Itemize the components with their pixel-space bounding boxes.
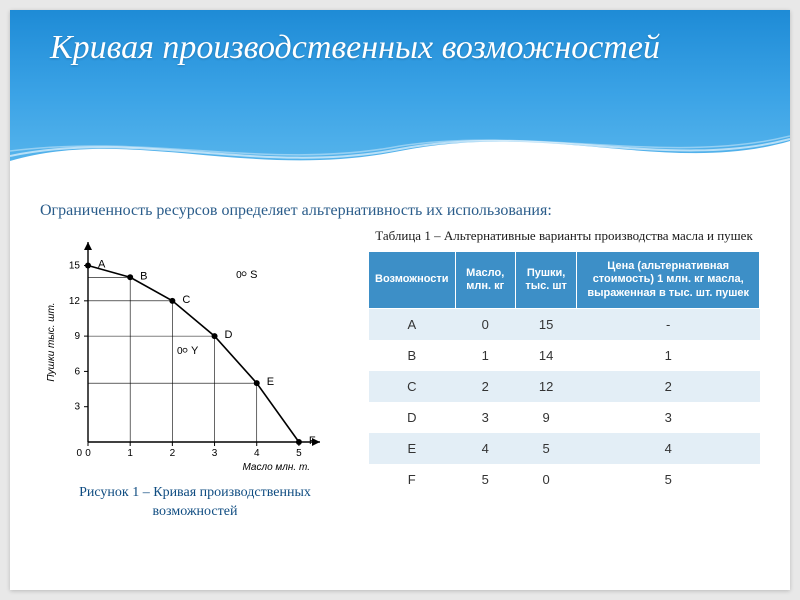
table-cell: 0 — [455, 308, 515, 340]
table-head: ВозможностиМасло, млн. кгПушки, тыс. штЦ… — [369, 252, 760, 309]
svg-text:C: C — [182, 294, 190, 306]
table-cell: 5 — [577, 464, 760, 495]
table-cell: 5 — [455, 464, 515, 495]
table-cell: 1 — [577, 340, 760, 371]
table-cell: 4 — [455, 433, 515, 464]
table-column: Таблица 1 – Альтернативные варианты прои… — [368, 228, 760, 494]
table-cell: A — [369, 308, 456, 340]
table-cell: 9 — [515, 402, 576, 433]
svg-text:6: 6 — [74, 367, 80, 378]
svg-text:12: 12 — [69, 296, 81, 307]
table-caption: Таблица 1 – Альтернативные варианты прои… — [368, 228, 760, 245]
svg-text:0: 0 — [236, 270, 242, 281]
svg-text:B: B — [140, 271, 147, 283]
table-header-cell: Цена (альтернативная стоимость) 1 млн. к… — [577, 252, 760, 309]
svg-text:5: 5 — [296, 448, 302, 459]
svg-text:Y: Y — [191, 346, 199, 358]
table-cell: 14 — [515, 340, 576, 371]
table-cell: 3 — [455, 402, 515, 433]
svg-text:A: A — [98, 259, 106, 271]
table-header-row: ВозможностиМасло, млн. кгПушки, тыс. штЦ… — [369, 252, 760, 309]
table-cell: C — [369, 371, 456, 402]
svg-text:Масло млн. т.: Масло млн. т. — [242, 462, 310, 473]
table-cell: B — [369, 340, 456, 371]
table-row: F505 — [369, 464, 760, 495]
table-row: B1141 — [369, 340, 760, 371]
table-cell: F — [369, 464, 456, 495]
table-cell: 2 — [455, 371, 515, 402]
svg-text:3: 3 — [212, 448, 218, 459]
table-header-cell: Масло, млн. кг — [455, 252, 515, 309]
slide-container: Кривая производственных возможностей Огр… — [10, 10, 790, 590]
table-cell: 5 — [515, 433, 576, 464]
svg-text:0: 0 — [76, 448, 82, 459]
data-table: ВозможностиМасло, млн. кгПушки, тыс. штЦ… — [368, 251, 760, 495]
table-cell: D — [369, 402, 456, 433]
slide-content: Ограниченность ресурсов определяет альте… — [10, 180, 790, 521]
chart-caption: Рисунок 1 – Кривая производственных возм… — [40, 484, 350, 520]
table-row: E454 — [369, 433, 760, 464]
table-header-cell: Возможности — [369, 252, 456, 309]
svg-text:15: 15 — [69, 261, 81, 272]
table-cell: E — [369, 433, 456, 464]
svg-text:E: E — [267, 377, 274, 389]
slide-header: Кривая производственных возможностей — [10, 10, 790, 180]
table-body: A015-B1141C2122D393E454F505 — [369, 308, 760, 495]
svg-text:Пушки тыс. шт.: Пушки тыс. шт. — [46, 303, 57, 382]
table-header-cell: Пушки, тыс. шт — [515, 252, 576, 309]
slide-title: Кривая производственных возможностей — [50, 28, 750, 67]
chart-wrap: 01234536912150Масло млн. т.Пушки тыс. шт… — [40, 228, 340, 478]
svg-text:3: 3 — [74, 402, 80, 413]
svg-text:4: 4 — [254, 448, 260, 459]
table-row: D393 — [369, 402, 760, 433]
svg-text:9: 9 — [74, 332, 80, 343]
table-row: A015- — [369, 308, 760, 340]
svg-text:S: S — [250, 269, 257, 281]
table-cell: 15 — [515, 308, 576, 340]
content-row: 01234536912150Масло млн. т.Пушки тыс. шт… — [40, 228, 760, 520]
svg-text:0: 0 — [85, 448, 91, 459]
intro-text: Ограниченность ресурсов определяет альте… — [40, 200, 760, 222]
svg-text:0: 0 — [177, 347, 183, 358]
svg-text:D: D — [225, 330, 233, 342]
table-row: C2122 — [369, 371, 760, 402]
wave-decoration — [10, 121, 790, 181]
svg-text:1: 1 — [127, 448, 133, 459]
table-cell: 4 — [577, 433, 760, 464]
table-cell: 0 — [515, 464, 576, 495]
table-cell: 12 — [515, 371, 576, 402]
ppf-chart: 01234536912150Масло млн. т.Пушки тыс. шт… — [40, 228, 340, 478]
table-cell: - — [577, 308, 760, 340]
chart-column: 01234536912150Масло млн. т.Пушки тыс. шт… — [40, 228, 350, 520]
table-cell: 2 — [577, 371, 760, 402]
table-cell: 1 — [455, 340, 515, 371]
svg-text:F: F — [309, 435, 316, 447]
svg-text:2: 2 — [170, 448, 176, 459]
table-cell: 3 — [577, 402, 760, 433]
